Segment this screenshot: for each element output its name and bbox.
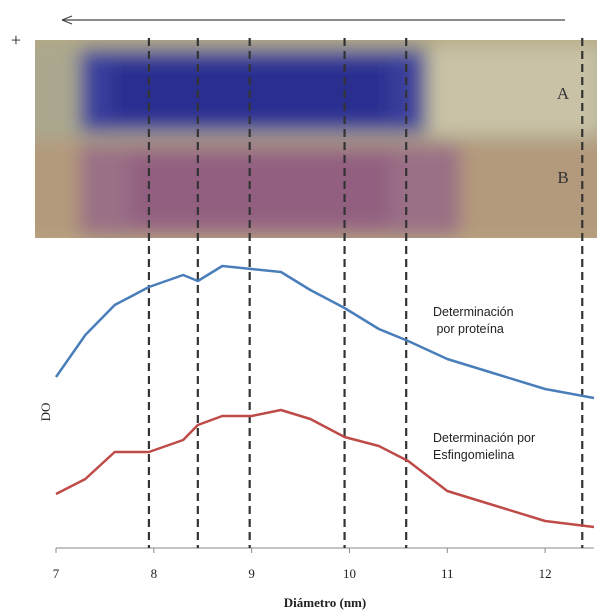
x-tick-label: 9: [248, 566, 255, 581]
arrow-head: [61, 15, 73, 25]
gel-lane-label: A: [557, 84, 570, 103]
series-label: Determinación: [433, 305, 514, 319]
y-axis-label: DO: [38, 403, 53, 422]
x-tick-label: 12: [539, 566, 552, 581]
series-label: Esfingomielina: [433, 448, 514, 462]
data-line: [55, 408, 595, 529]
x-tick-label: 8: [151, 566, 158, 581]
series-label: por proteína: [433, 322, 504, 336]
x-tick-label: 11: [441, 566, 454, 581]
polarity-sign: +: [11, 30, 21, 50]
gel-image: [35, 40, 597, 238]
data-line: [54, 264, 595, 400]
x-axis-label: Diámetro (nm): [284, 595, 366, 610]
series-label: Determinación por: [433, 431, 535, 445]
gel-lane-label: B: [557, 168, 568, 187]
x-tick-label: 10: [343, 566, 356, 581]
x-tick-label: 7: [53, 566, 60, 581]
